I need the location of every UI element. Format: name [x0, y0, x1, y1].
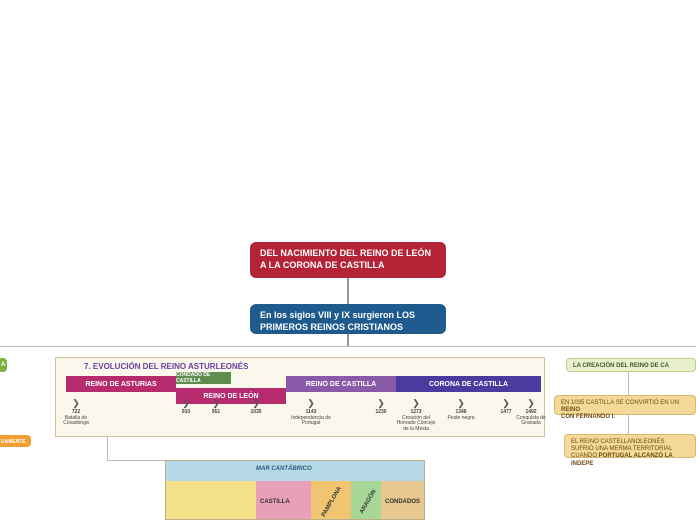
timeline-arrow-icon: ❯: [181, 398, 191, 408]
right-green-label: LA CREACIÓN DEL REINO DE CA: [573, 363, 669, 369]
timeline-tick: 1035: [236, 410, 276, 416]
timeline-arrow-icon: ❯: [251, 398, 261, 408]
connector: [628, 372, 629, 395]
map-region: [166, 481, 256, 520]
map-region-label: CONDADOS: [385, 499, 420, 505]
timeline-tick: 1143Independencia de Portugal: [291, 410, 331, 427]
connector: [628, 415, 629, 434]
connector-h: [107, 460, 165, 461]
timeline-band: CONDADO DE CASTILLA: [176, 372, 231, 384]
connector-h: [0, 346, 696, 347]
right-orange2-text: EL REINO CASTELLANOLEONÉS SUFRIÓ UNA MER…: [571, 439, 672, 467]
child1-title: En los siglos VIII y IX surgieron LOS PR…: [260, 310, 415, 332]
timeline-tick: 1348Peste negra: [441, 410, 481, 421]
timeline-band: CORONA DE CASTILLA: [396, 376, 541, 392]
timeline-tick: 722Batalla de Covadonga: [56, 410, 96, 427]
right-orange1-node[interactable]: EN 1035 CASTILLA SE CONVIRTIÓ EN UN REIN…: [554, 395, 696, 415]
right-green-node[interactable]: LA CREACIÓN DEL REINO DE CA: [566, 358, 696, 372]
connector: [347, 278, 349, 304]
timeline-tick: 1273Creación del Honrado Concejo de la M…: [396, 410, 436, 432]
timeline-arrow-icon: ❯: [456, 398, 466, 408]
map-region-label: CASTILLA: [260, 499, 290, 505]
left-green-label: A: [1, 362, 5, 368]
map-image: MAR CANTÁBRICO CASTILLAPAMPLONAARAGÓNCON…: [165, 460, 425, 520]
timeline-band: REINO DE LEÓN: [176, 388, 286, 404]
left-green-node[interactable]: A: [0, 358, 7, 372]
timeline-arrow-icon: ❯: [501, 398, 511, 408]
left-orange-label: UAMENTE: [1, 439, 26, 445]
connector: [107, 437, 108, 460]
timeline-arrow-icon: ❯: [411, 398, 421, 408]
left-orange-node[interactable]: UAMENTE: [0, 435, 31, 447]
timeline-arrow-icon: ❯: [211, 398, 221, 408]
timeline-tick: 1492Conquista de Granada: [511, 410, 551, 427]
root-node[interactable]: DEL NACIMIENTO DEL REINO DE LEÓN A LA CO…: [250, 242, 446, 278]
root-title: DEL NACIMIENTO DEL REINO DE LEÓN A LA CO…: [260, 248, 431, 270]
timeline-arrow-icon: ❯: [376, 398, 386, 408]
right-orange2-node[interactable]: EL REINO CASTELLANOLEONÉS SUFRIÓ UNA MER…: [564, 434, 696, 458]
timeline-band: REINO DE ASTURIAS: [66, 376, 176, 392]
timeline-tick: 951: [196, 410, 236, 416]
map-sea-label: MAR CANTÁBRICO: [256, 466, 312, 472]
timeline-title: 7. EVOLUCIÓN DEL REINO ASTURLEONÉS: [84, 362, 248, 371]
timeline-band: REINO DE CASTILLA: [286, 376, 396, 392]
right-orange1-text: EN 1035 CASTILLA SE CONVIRTIÓ EN UN REIN…: [561, 400, 679, 420]
timeline-arrow-icon: ❯: [71, 398, 81, 408]
timeline-arrow-icon: ❯: [306, 398, 316, 408]
connector: [347, 334, 349, 346]
timeline-tick: 1230: [361, 410, 401, 416]
timeline-arrow-icon: ❯: [526, 398, 536, 408]
map-sea: MAR CANTÁBRICO: [166, 461, 425, 483]
timeline-image: 7. EVOLUCIÓN DEL REINO ASTURLEONÉS REINO…: [55, 357, 545, 437]
child1-node[interactable]: En los siglos VIII y IX surgieron LOS PR…: [250, 304, 446, 334]
